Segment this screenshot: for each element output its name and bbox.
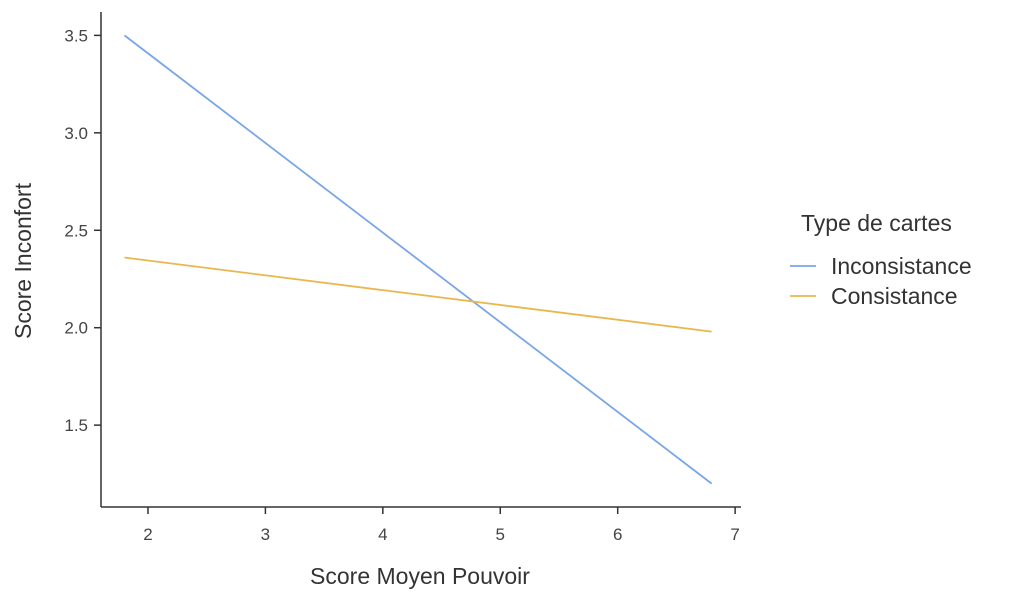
x-axis-title: Score Moyen Pouvoir [310,563,530,589]
legend-label-consistance: Consistance [831,283,958,309]
series-layer [123,34,713,485]
x-tick-label: 7 [730,525,739,544]
y-tick-label: 3.0 [64,124,88,143]
x-tick-label: 2 [143,525,152,544]
y-axis-title: Score Inconfort [10,182,36,339]
legend-items: Inconsistance Consistance [790,253,972,309]
legend-label-inconsistance: Inconsistance [831,253,972,279]
x-tick-label: 4 [378,525,387,544]
legend-title: Type de cartes [801,210,952,236]
x-tick-label: 6 [613,525,622,544]
y-tick-label: 2.5 [64,221,88,240]
legend: Type de cartes Inconsistance Consistance [790,210,972,309]
y-tick-label: 1.5 [64,416,88,435]
x-tick-label: 3 [261,525,270,544]
y-tick-label: 3.5 [64,26,88,45]
series-line-consistance [124,256,712,333]
series-line-inconsistance [123,34,713,485]
y-tick-label: 2.0 [64,319,88,338]
x-tick-label: 5 [496,525,505,544]
ticks-layer: 2 3 4 5 6 7 1.5 2.0 2.5 3.0 3.5 [64,26,740,544]
